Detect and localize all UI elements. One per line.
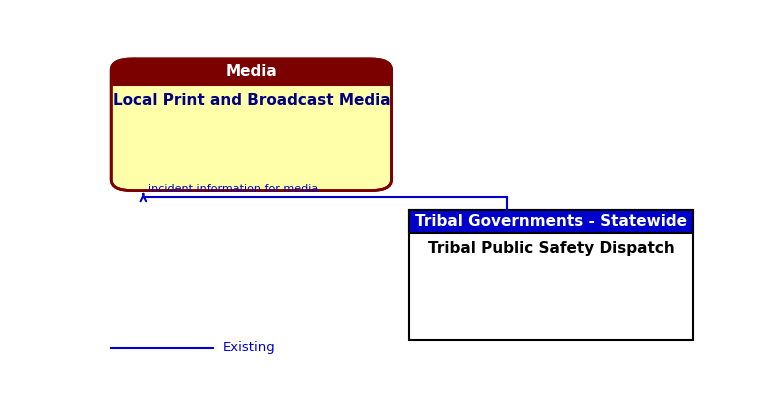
FancyBboxPatch shape [111,59,391,191]
Bar [410,210,693,234]
FancyBboxPatch shape [111,59,391,85]
Bar [410,210,693,340]
Text: Media: Media [226,64,277,80]
Text: Tribal Public Safety Dispatch: Tribal Public Safety Dispatch [428,241,674,256]
Text: Local Print and Broadcast Media: Local Print and Broadcast Media [113,93,390,108]
Text: Existing: Existing [222,341,275,354]
Text: incident information for media: incident information for media [148,185,319,194]
Text: Tribal Governments - Statewide: Tribal Governments - Statewide [415,214,687,229]
Bar [111,71,391,85]
